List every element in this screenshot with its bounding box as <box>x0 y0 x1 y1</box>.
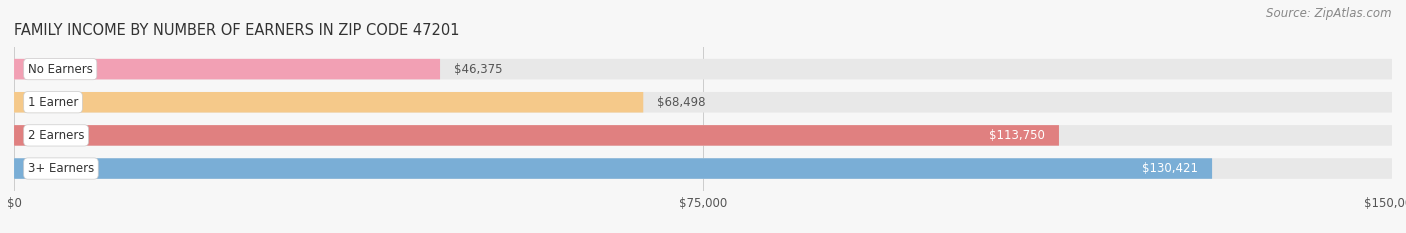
Text: $113,750: $113,750 <box>990 129 1045 142</box>
FancyBboxPatch shape <box>14 59 1392 79</box>
FancyBboxPatch shape <box>14 158 1392 179</box>
Text: $130,421: $130,421 <box>1142 162 1198 175</box>
Text: $46,375: $46,375 <box>454 63 502 76</box>
FancyBboxPatch shape <box>14 125 1392 146</box>
Text: $68,498: $68,498 <box>657 96 706 109</box>
FancyBboxPatch shape <box>14 92 1392 113</box>
Text: 3+ Earners: 3+ Earners <box>28 162 94 175</box>
Text: 2 Earners: 2 Earners <box>28 129 84 142</box>
Text: No Earners: No Earners <box>28 63 93 76</box>
FancyBboxPatch shape <box>14 125 1059 146</box>
FancyBboxPatch shape <box>14 59 440 79</box>
Text: FAMILY INCOME BY NUMBER OF EARNERS IN ZIP CODE 47201: FAMILY INCOME BY NUMBER OF EARNERS IN ZI… <box>14 24 460 38</box>
FancyBboxPatch shape <box>14 92 644 113</box>
Text: 1 Earner: 1 Earner <box>28 96 79 109</box>
Text: Source: ZipAtlas.com: Source: ZipAtlas.com <box>1267 7 1392 20</box>
FancyBboxPatch shape <box>14 158 1212 179</box>
